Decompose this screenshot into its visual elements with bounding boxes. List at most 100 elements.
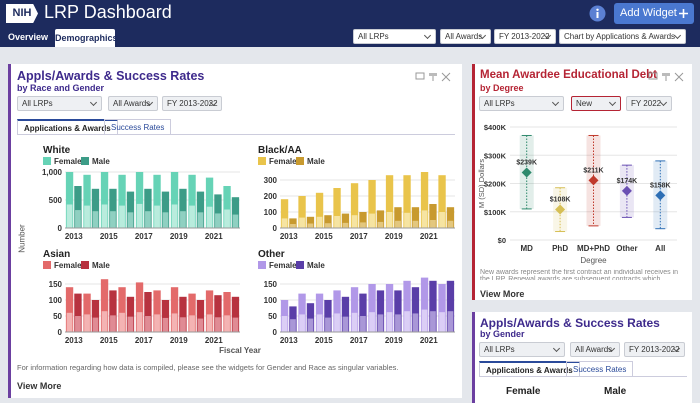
application-bar [359,293,367,332]
application-bar [376,210,385,228]
award-bar [316,314,323,332]
award-bar [206,206,213,228]
tab-overview[interactable]: Overview [8,32,49,42]
view-more[interactable]: View More [17,381,62,391]
application-bar [153,290,161,332]
application-bar [135,282,144,332]
widget-filter[interactable]: FY 2013-2022 [162,96,222,111]
award-bar [215,317,221,332]
application-bar [83,293,91,332]
award-bar [351,215,358,228]
widget-note: New awards represent the first contract … [480,269,679,280]
application-bar [74,186,82,228]
award-bar [386,212,393,228]
award-bar [430,220,436,228]
widget-filter[interactable]: FY 2013-2022 [624,342,685,357]
award-bar [197,212,204,228]
award-bar [171,204,178,228]
award-bar [404,212,410,228]
x-tick-label: 2013 [65,232,83,241]
legend-swatch [296,261,304,269]
award-bar [162,317,169,332]
chart-title: White [43,145,71,156]
mean-marker [521,167,532,178]
award-bar [369,213,375,228]
y-tick-label: 100 [264,296,278,305]
application-bar [231,197,240,228]
application-bar [315,293,324,332]
y-tick-label: 0 [273,224,278,233]
debt-chart: $0 $100K $200K $300K $400K M (SD) Dollars $239… [477,123,677,265]
add-widget-button[interactable]: Add Widget [614,3,694,24]
application-bar [298,196,306,228]
award-bar [154,205,160,228]
tab-demographics[interactable]: Demographics [55,29,118,47]
y-tick-label: 200 [264,192,278,201]
application-bar [135,172,144,228]
award-bar [360,222,366,228]
application-bar [420,172,429,228]
application-bar [394,290,402,332]
widget-filter[interactable]: All LRPs [479,342,565,357]
legend-label: Male [307,261,325,270]
view-more[interactable]: View More [480,289,525,299]
application-bar [429,280,437,332]
y-tick-label: 150 [264,280,278,289]
application-bar [429,204,437,228]
application-bar [298,293,306,332]
award-bar [101,204,108,228]
widget-filter[interactable]: All LRPs [17,96,102,111]
filter-chart[interactable]: Chart by Applications & Awards [559,29,686,44]
widget-filter[interactable]: New [571,96,621,111]
legend-swatch [296,157,304,165]
widget-subtitle: by Gender [480,329,525,339]
award-bar [377,314,384,332]
application-bar [179,188,187,228]
award-bar [421,309,428,332]
widget-tab[interactable]: Applications & Awards [17,119,118,134]
x-axis-label: Fiscal Year [219,346,261,355]
legend-label: Female [54,157,82,166]
y-tick-label: $0 [498,236,506,245]
application-bar [100,172,109,228]
x-tick-label: 2019 [385,232,403,241]
widget-tab[interactable]: Success Rates [104,119,172,134]
application-bar [350,287,359,332]
award-bar [75,316,81,332]
filter-fy[interactable]: FY 2013-2022 [494,29,556,44]
award-bar [430,311,436,332]
legend-swatch [258,157,266,165]
widget-icons[interactable] [415,72,455,82]
x-tick-label: 2021 [420,336,438,345]
legend-swatch [43,261,51,269]
filter-awards[interactable]: All Awards [440,29,491,44]
x-tick-label: 2015 [315,336,333,345]
mean-marker [655,190,666,201]
widget-tab[interactable]: Success Rates [566,361,634,376]
info-icon[interactable] [589,5,606,22]
award-bar [215,213,221,228]
legend-label: Female [269,261,297,270]
widget-filter[interactable]: All Awards [570,342,620,357]
widget-tab[interactable]: Applications & Awards [479,361,580,376]
y-tick-label: $300K [484,151,507,160]
tab-rule [479,376,687,377]
application-bar [205,290,214,332]
widget-filter[interactable]: All Awards [108,96,158,111]
application-bar [126,191,135,228]
application-bar [153,174,161,228]
award-bar [224,209,230,228]
legend-swatch [81,261,89,269]
x-tick-label: Other [616,244,637,253]
award-bar [171,313,178,332]
application-bar [188,293,196,332]
application-bar [315,192,324,228]
widget-filter[interactable]: FY 2022 [626,96,672,111]
award-bar [232,214,239,228]
widget-filter[interactable]: All LRPs [479,96,564,111]
widget-icons[interactable] [648,72,688,82]
application-bar [411,287,420,332]
filter-lrp[interactable]: All LRPs [353,29,436,44]
chart-title: Black/AA [258,145,302,156]
